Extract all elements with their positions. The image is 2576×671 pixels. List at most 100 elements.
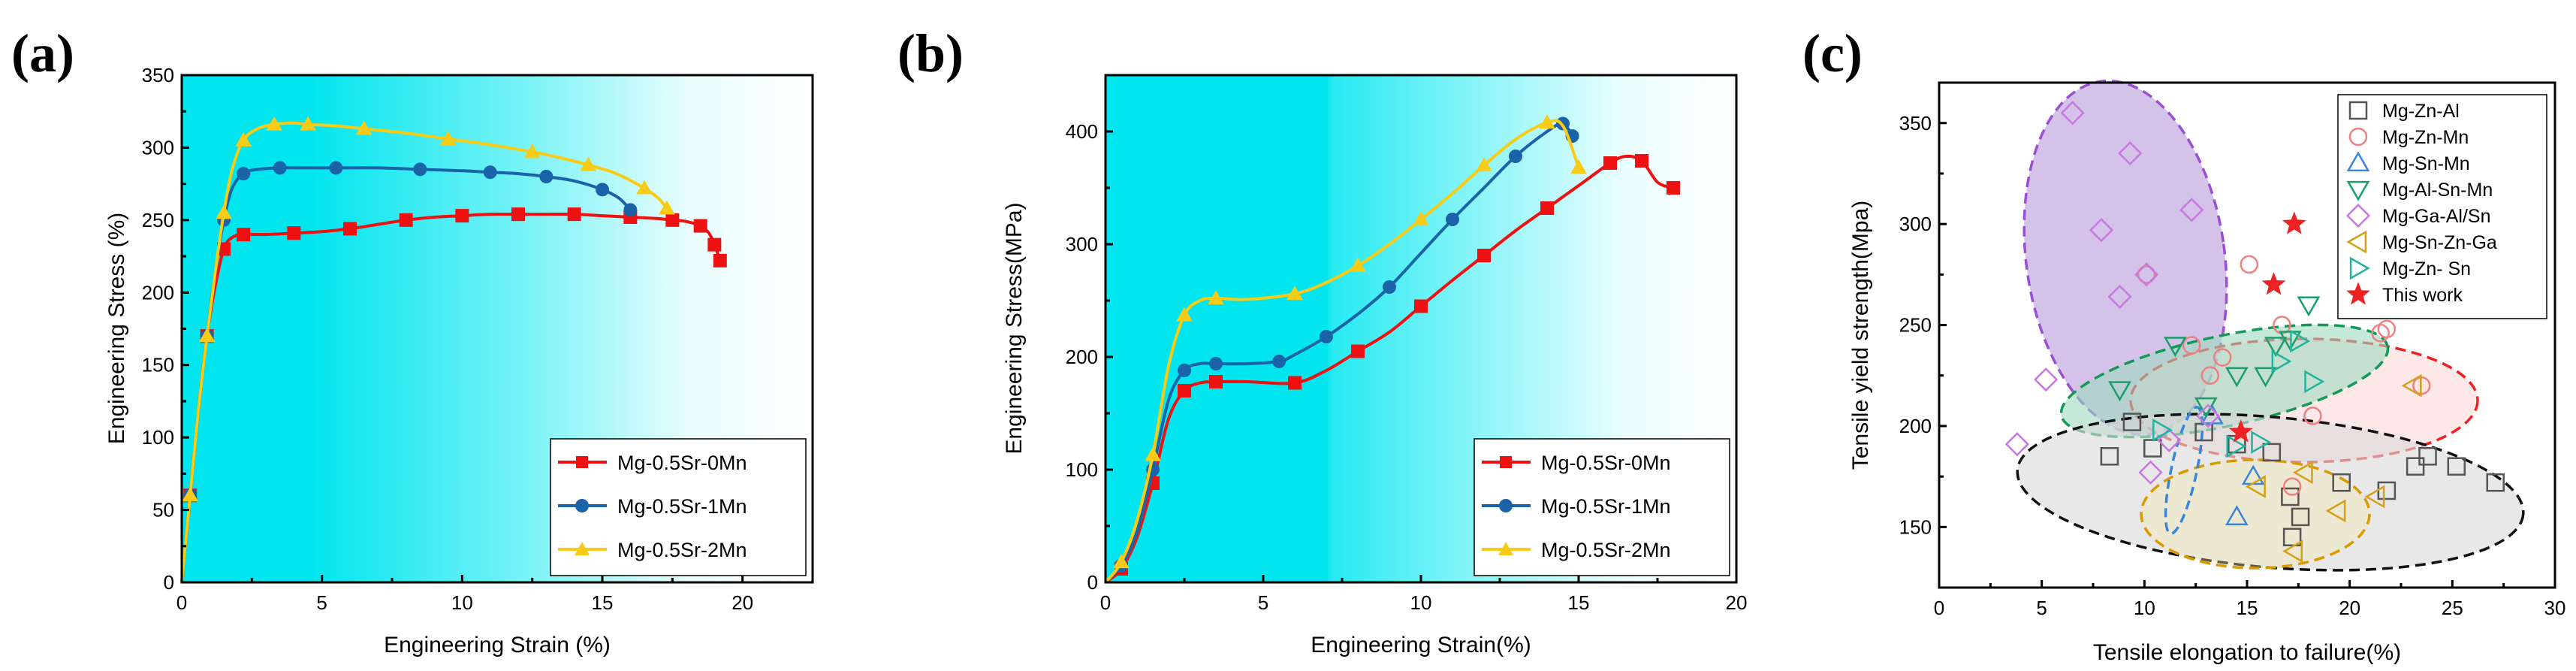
data-point-mg-0-5sr-2mn <box>235 131 252 147</box>
data-point-mg-0-5sr-2mn <box>1350 257 1366 272</box>
legend-label-2mn: Mg-0.5Sr-2Mn <box>617 539 747 561</box>
region-ellipse-mg-sn-zn-ga <box>2140 458 2371 570</box>
data-point-mg-0-5sr-1mn <box>273 161 287 175</box>
data-point-this-work <box>2282 211 2306 234</box>
data-point-mg-al-sn-mn <box>2163 337 2187 358</box>
data-point-mg-zn-sn <box>2226 434 2247 458</box>
data-point-mg-0-5sr-0mn <box>665 213 680 227</box>
data-point-mg-zn-mn <box>2303 407 2322 425</box>
data-point-mg-0-5sr-0mn <box>1635 154 1648 168</box>
panel-a-x-axis-label: Engineering Strain (%) <box>384 633 611 657</box>
data-point-mg-ga-al-sn <box>2004 432 2029 457</box>
data-point-mg-0-5sr-0mn <box>1209 375 1223 388</box>
legend-label-1mn: Mg-0.5Sr-1Mn <box>617 495 747 518</box>
legend-marker-triangle <box>575 542 590 555</box>
legend-label-mg-zn-sn: Mg-Zn- Sn <box>2382 258 2471 280</box>
data-point-mg-0-5sr-2mn <box>523 144 541 159</box>
x-tick-label: 10 <box>2134 597 2155 619</box>
legend-label-1mn: Mg-0.5Sr-1Mn <box>1541 495 1671 518</box>
data-point-mg-0-5sr-0mn <box>1667 181 1680 195</box>
data-point-mg-zn-al <box>2486 473 2505 492</box>
region-ellipse-mg-al-sn-mn <box>2059 323 2390 439</box>
data-point-mg-zn-al <box>2122 413 2142 431</box>
x-tick-label: 15 <box>1568 591 1590 614</box>
x-tick-label: 0 <box>1100 591 1111 614</box>
data-point-mg-0-5sr-0mn <box>1540 201 1554 215</box>
y-tick-label: 150 <box>1899 515 1932 538</box>
y-tick-label: 300 <box>142 136 174 159</box>
data-point-mg-zn-mn <box>2137 265 2156 284</box>
data-point-mg-0-5sr-0mn <box>567 207 581 222</box>
series-markers-mg-0-5sr-2mn <box>182 116 675 502</box>
data-point-mg-0-5sr-0mn <box>1603 156 1617 170</box>
panel-a-label: (a) <box>11 23 74 83</box>
y-tick-label: 200 <box>1899 415 1932 437</box>
legend-label-mg-sn-mn: Mg-Sn-Mn <box>2382 153 2470 174</box>
data-point-mg-0-5sr-2mn <box>1286 286 1303 301</box>
series-markers-mg-zn-al <box>2100 413 2505 547</box>
legend-marker-square <box>576 456 588 468</box>
y-tick-label: 0 <box>164 571 174 594</box>
data-point-mg-0-5sr-1mn <box>1178 364 1191 377</box>
data-point-mg-zn-sn <box>2152 418 2173 442</box>
x-tick-label: 15 <box>2237 597 2258 619</box>
data-point-mg-0-5sr-0mn <box>1477 249 1491 262</box>
data-point-mg-ga-al-sn <box>2195 404 2221 428</box>
data-point-mg-0-5sr-1mn <box>1383 280 1396 294</box>
y-tick-label: 200 <box>142 281 174 304</box>
data-point-mg-zn-al <box>2282 527 2302 547</box>
legend-marker-square <box>1500 456 1512 468</box>
data-point-mg-0-5sr-2mn <box>439 131 457 145</box>
data-point-mg-0-5sr-2mn <box>1208 290 1224 305</box>
data-point-mg-al-sn-mn <box>2264 337 2288 358</box>
y-tick-label: 50 <box>152 499 174 521</box>
data-point-mg-zn-al <box>2418 447 2437 466</box>
region-ellipse-mg-sn-mn <box>2164 406 2204 535</box>
data-point-mg-0-5sr-0mn <box>1288 376 1302 390</box>
series-markers-mg-ga-al-sn <box>2004 101 2221 485</box>
data-point-mg-0-5sr-2mn <box>216 204 232 219</box>
data-point-mg-0-5sr-0mn <box>343 222 357 236</box>
data-point-mg-0-5sr-0mn <box>707 237 722 252</box>
data-point-mg-0-5sr-0mn <box>1178 384 1191 397</box>
data-point-mg-ga-al-sn <box>2157 428 2182 452</box>
series-markers-mg-zn-sn <box>2152 329 2325 458</box>
panel-c-ticks: 0 5 10 15 20 25 30 150 200 250 300 350 <box>1899 112 2566 619</box>
data-point-mg-0-5sr-2mn <box>182 487 198 502</box>
data-point-mg-zn-al <box>2291 507 2310 527</box>
data-point-mg-sn-zn-ga <box>2364 485 2385 509</box>
data-point-mg-0-5sr-2mn <box>266 116 282 131</box>
data-point-mg-zn-sn <box>2271 349 2292 373</box>
data-point-mg-0-5sr-1mn <box>1272 355 1286 368</box>
legend-label-mg-al-sn-mn: Mg-Al-Sn-Mn <box>2382 180 2493 201</box>
data-point-mg-0-5sr-1mn <box>413 162 427 177</box>
panel-b-plot <box>1104 114 1680 584</box>
data-point-mg-0-5sr-2mn <box>659 200 675 215</box>
data-point-mg-0-5sr-2mn <box>1176 307 1193 322</box>
data-point-mg-0-5sr-0mn <box>1414 299 1428 313</box>
panel-c-y-axis-label: Tensile yield strength(Mpa) <box>1848 201 1873 470</box>
data-point-mg-al-sn-mn <box>2225 367 2249 388</box>
y-tick-label: 200 <box>1066 346 1098 368</box>
x-tick-label: 15 <box>592 591 614 614</box>
data-point-mg-al-sn-mn <box>2254 367 2277 388</box>
data-point-mg-0-5sr-2mn <box>580 156 597 171</box>
panel-b-x-axis-label: Engineering Strain(%) <box>1311 633 1531 657</box>
y-tick-label: 100 <box>142 426 174 449</box>
legend-label-this-work: This work <box>2382 285 2463 306</box>
legend-label-mg-zn-mn: Mg-Zn-Mn <box>2382 127 2469 148</box>
data-point-mg-0-5sr-2mn <box>636 180 653 195</box>
data-point-mg-zn-sn <box>2251 431 2272 454</box>
data-point-mg-al-sn-mn <box>2108 381 2131 402</box>
data-point-mg-ga-al-sn <box>2118 141 2143 166</box>
x-tick-label: 20 <box>1726 591 1748 614</box>
data-point-mg-0-5sr-1mn <box>329 161 343 175</box>
y-tick-label: 0 <box>1087 571 1098 594</box>
data-point-mg-ga-al-sn <box>2060 101 2085 125</box>
data-point-mg-0-5sr-0mn <box>399 213 413 227</box>
legend-marker-mg-ga-al-sn <box>2345 203 2371 228</box>
legend-marker-mg-al-sn-mn <box>2346 180 2370 201</box>
x-tick-label: 5 <box>2036 597 2047 619</box>
